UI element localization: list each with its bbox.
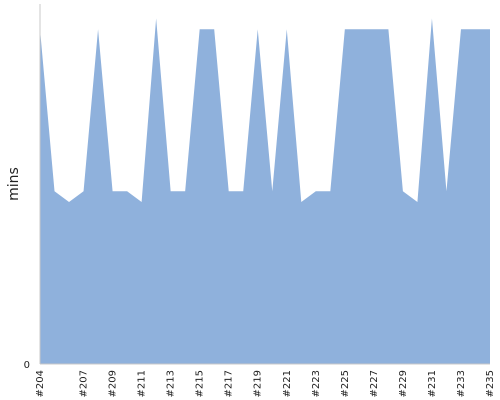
x-tick-label-207: #207	[79, 370, 90, 397]
x-tick-label-223: #223	[311, 370, 322, 397]
plot-area	[40, 18, 490, 365]
x-tick-label-227: #227	[369, 370, 380, 397]
x-tick-label-204: #204	[35, 370, 46, 397]
x-tick-label-213: #213	[166, 370, 177, 397]
area-series	[40, 18, 490, 365]
x-tick-label-219: #219	[253, 370, 264, 397]
x-tick-label-225: #225	[340, 370, 351, 397]
x-tick-label-217: #217	[224, 370, 235, 397]
x-tick-label-229: #229	[398, 370, 409, 397]
x-tick-label-235: #235	[485, 370, 496, 397]
x-tick-label-221: #221	[282, 370, 293, 397]
x-tick-label-231: #231	[427, 370, 438, 397]
y-tick-label-0: 0	[24, 360, 30, 371]
x-tick-label-209: #209	[108, 370, 119, 397]
y-axis-label: mins	[6, 167, 22, 201]
x-tick-label-215: #215	[195, 370, 206, 397]
x-tick-label-211: #211	[137, 370, 148, 397]
x-tick-label-233: #233	[456, 370, 467, 397]
x-axis-ticks: #204 #207 #209 #211 #213 #215 #217 #219 #221 #223…	[35, 370, 496, 397]
